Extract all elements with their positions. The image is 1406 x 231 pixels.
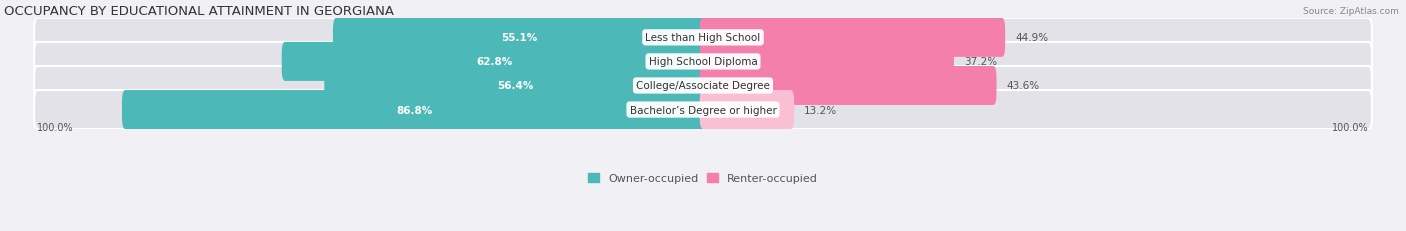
Text: OCCUPANCY BY EDUCATIONAL ATTAINMENT IN GEORGIANA: OCCUPANCY BY EDUCATIONAL ATTAINMENT IN G… <box>4 5 394 18</box>
Text: 37.2%: 37.2% <box>965 57 997 67</box>
Text: Less than High School: Less than High School <box>645 33 761 43</box>
FancyBboxPatch shape <box>325 67 706 106</box>
Text: 62.8%: 62.8% <box>475 57 512 67</box>
Legend: Owner-occupied, Renter-occupied: Owner-occupied, Renter-occupied <box>583 168 823 188</box>
Text: 86.8%: 86.8% <box>396 105 432 115</box>
Text: High School Diploma: High School Diploma <box>648 57 758 67</box>
FancyBboxPatch shape <box>281 43 706 82</box>
FancyBboxPatch shape <box>700 67 997 106</box>
Text: 44.9%: 44.9% <box>1015 33 1049 43</box>
Text: College/Associate Degree: College/Associate Degree <box>636 81 770 91</box>
FancyBboxPatch shape <box>700 19 1005 58</box>
FancyBboxPatch shape <box>333 19 706 58</box>
Text: 100.0%: 100.0% <box>1331 122 1368 132</box>
Text: 43.6%: 43.6% <box>1007 81 1039 91</box>
Text: Bachelor’s Degree or higher: Bachelor’s Degree or higher <box>630 105 776 115</box>
Text: 55.1%: 55.1% <box>502 33 537 43</box>
Text: 13.2%: 13.2% <box>804 105 838 115</box>
FancyBboxPatch shape <box>700 91 794 129</box>
FancyBboxPatch shape <box>34 91 1372 129</box>
FancyBboxPatch shape <box>700 43 953 82</box>
FancyBboxPatch shape <box>34 19 1372 58</box>
FancyBboxPatch shape <box>122 91 706 129</box>
Text: 100.0%: 100.0% <box>38 122 75 132</box>
Text: Source: ZipAtlas.com: Source: ZipAtlas.com <box>1303 7 1399 16</box>
Text: 56.4%: 56.4% <box>498 81 533 91</box>
FancyBboxPatch shape <box>34 67 1372 106</box>
FancyBboxPatch shape <box>34 43 1372 82</box>
